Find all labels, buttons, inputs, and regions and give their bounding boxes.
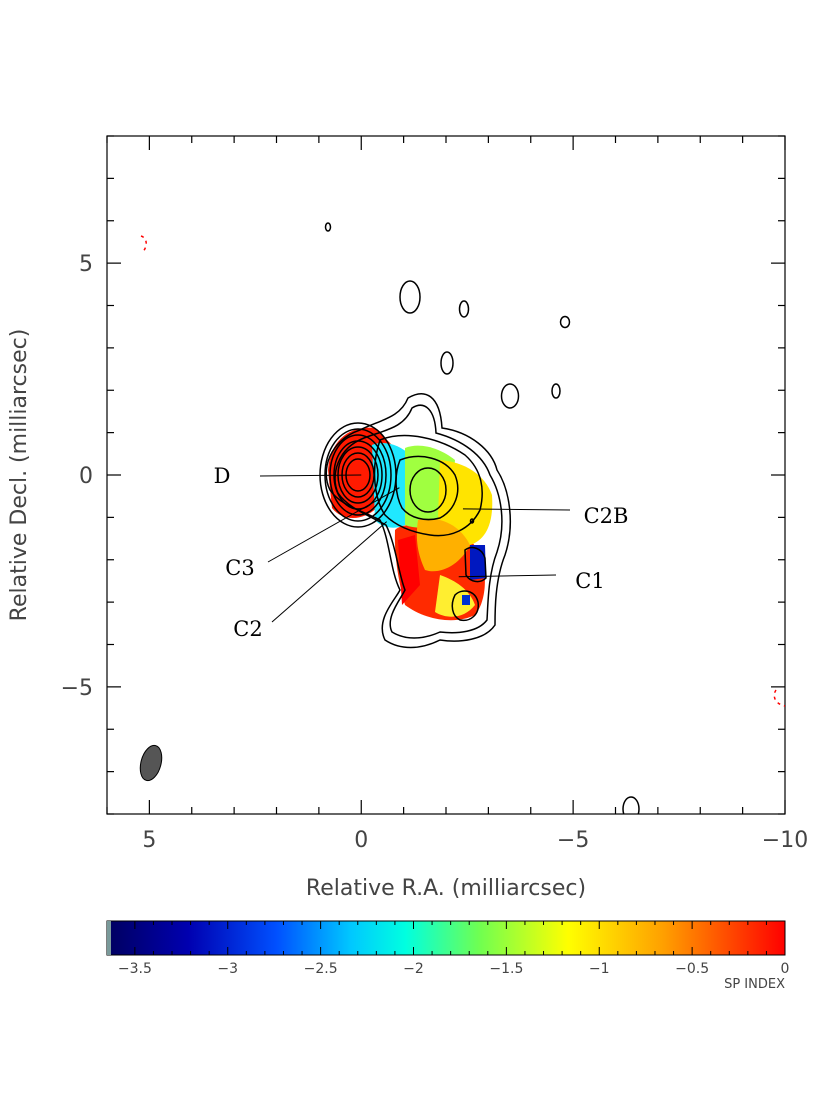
- axis-ticks: [106, 135, 786, 815]
- component-label: C2: [233, 617, 262, 641]
- colorbar-tick-label: −1: [589, 961, 610, 977]
- x-tick-label: −10: [762, 828, 808, 853]
- x-tick-label: −5: [557, 828, 589, 853]
- colorbar-tick-label: −0.5: [675, 961, 709, 977]
- beam-ellipse: [139, 744, 163, 782]
- component-annotations: D C3 C2 C2B C1: [214, 464, 629, 641]
- colorbar: [106, 920, 786, 956]
- colorbar-tick-label: −3.5: [118, 961, 152, 977]
- spectral-index-map: [139, 222, 785, 814]
- component-label: C2B: [584, 504, 629, 528]
- y-tick-label: 0: [79, 464, 93, 489]
- colorbar-tick-label: −2: [403, 961, 424, 977]
- component-leader-line: [462, 508, 571, 511]
- axis-tick-labels: 5 0 −5 −10 5 0 −5: [61, 252, 809, 853]
- colorbar-tick-label: 0: [781, 961, 790, 977]
- colorbar-tick-label: −1.5: [489, 961, 523, 977]
- component-leader-line: [458, 574, 557, 578]
- colorbar-min-swatch: [107, 921, 111, 955]
- y-tick-label: 5: [79, 252, 93, 277]
- colorbar-ticks: −3.5 −3 −2.5 −2 −1.5 −1 −0.5 0: [118, 921, 790, 977]
- colorbar-tick-label: −3: [217, 961, 238, 977]
- component-label: D: [214, 464, 231, 488]
- map-region-blue: [470, 545, 486, 580]
- map-region-blue-small: [462, 595, 470, 605]
- component-label: C1: [575, 569, 604, 593]
- component-leader-line: [267, 487, 400, 563]
- map-region-yellow: [438, 460, 493, 545]
- x-axis-label: Relative R.A. (milliarcsec): [306, 876, 586, 901]
- y-tick-label: −5: [61, 676, 93, 701]
- component-leader-line: [259, 474, 362, 477]
- component-label: C3: [225, 556, 254, 580]
- component-leader-line: [271, 521, 388, 623]
- negative-contours: [140, 235, 785, 707]
- x-tick-label: 5: [142, 828, 156, 853]
- x-tick-label: 0: [354, 828, 368, 853]
- colorbar-label: SP INDEX: [724, 977, 785, 992]
- colorbar-tick-label: −2.5: [304, 961, 338, 977]
- y-axis-label: Relative Decl. (milliarcsec): [7, 329, 32, 622]
